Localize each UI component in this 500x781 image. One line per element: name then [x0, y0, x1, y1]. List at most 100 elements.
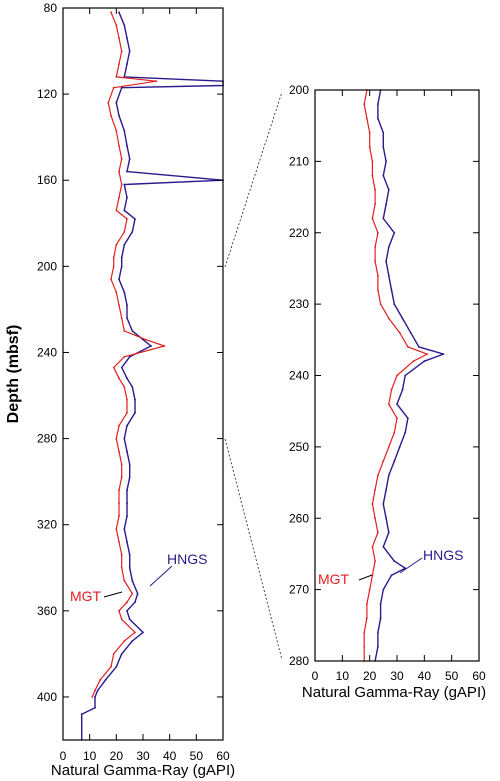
left-series-mgt-point [118, 489, 120, 492]
right-series-mgt-point [374, 517, 376, 520]
right-y-tick-label: 230 [289, 297, 309, 311]
right-series-mgt-point [387, 403, 390, 405]
right-series-mgt-point [371, 545, 374, 548]
left-series-mgt-point [118, 63, 120, 65]
left-y-tick-label: 160 [37, 173, 57, 187]
right-series-hngs-point [385, 488, 387, 491]
left-series-mgt-point [134, 631, 136, 634]
left-series-hngs-point [115, 665, 118, 668]
right-series-mgt-point [393, 431, 396, 434]
right-series-hngs-point [387, 274, 390, 277]
right-hngs-leader [399, 557, 423, 574]
right-series-mgt-point [374, 246, 376, 248]
right-y-tick-label: 210 [289, 154, 309, 168]
right-series-mgt-point [371, 160, 374, 163]
right-series-mgt-point [374, 189, 376, 191]
right-series-mgt-point [398, 331, 401, 334]
left-series-mgt-point [118, 304, 120, 306]
left-x-tick-label: 0 [60, 749, 67, 763]
left-series-hngs-point [120, 653, 123, 655]
right-series-hngs-point [387, 474, 390, 477]
right-series-hngs-point [379, 617, 382, 620]
left-series-hngs-point [120, 366, 123, 369]
right-series-hngs-point [404, 374, 407, 377]
right-y-tick-label: 200 [289, 83, 309, 97]
right-series-hngs-point [390, 289, 393, 291]
left-series-mgt-point [123, 640, 126, 642]
right-series-mgt-point [374, 488, 376, 491]
left-y-tick-label: 240 [37, 345, 57, 359]
left-series-mgt-point [115, 437, 118, 440]
left-series-hngs-point [96, 689, 99, 692]
right-x-tick-label: 30 [390, 669, 404, 683]
right-series-mgt-point [371, 574, 374, 577]
right-series-mgt-point [368, 131, 371, 134]
right-series-hngs-point [393, 231, 396, 234]
right-series-hngs-point [385, 260, 387, 263]
left-plot-frame [62, 7, 224, 741]
right-series-hngs-point [379, 603, 382, 605]
left-series-mgt-point [126, 398, 128, 401]
right-series-mgt-point [374, 260, 376, 263]
left-series-mgt-point [123, 231, 126, 233]
right-series-mgt-point [396, 417, 398, 420]
right-series-hngs-point [377, 631, 379, 634]
left-series-mgt-point [126, 601, 128, 604]
left-series-hngs-point [131, 231, 134, 233]
left-series-hngs-point [126, 424, 128, 427]
left-hngs-leader [149, 565, 173, 587]
right-series-mgt-point [371, 503, 374, 505]
left-hngs-label: HNGS [167, 551, 207, 567]
left-series-hngs-point [134, 411, 136, 414]
right-series-mgt-point [379, 303, 382, 305]
right-series-hngs-point [377, 645, 379, 648]
left-series-mgt-point [99, 678, 102, 681]
left-series-hngs-point [131, 386, 134, 388]
left-series-hngs-point [126, 377, 128, 380]
left-series-mgt-point [115, 291, 118, 294]
left-series-mgt-point [118, 37, 120, 39]
right-x-tick-label: 50 [445, 669, 459, 683]
left-series-mgt-point [123, 355, 126, 358]
left-series-hngs-point [120, 86, 123, 89]
left-series-hngs-point [123, 209, 126, 212]
right-series-hngs-point [387, 246, 390, 248]
right-y-tick-label: 250 [289, 440, 309, 454]
left-series-mgt-point [144, 338, 147, 341]
left-series-hngs-point [134, 398, 136, 401]
right-series-hngs-point [382, 545, 385, 548]
right-series-hngs-point [385, 203, 387, 206]
left-series-hngs-point [118, 278, 120, 281]
right-series-hngs-point [442, 353, 445, 355]
left-series-hngs-point [131, 579, 134, 582]
left-series-mgt-point [118, 609, 120, 612]
left-series-mgt-point [112, 265, 115, 268]
left-x-tick-label: 40 [163, 749, 177, 763]
left-x-tick-label: 60 [216, 749, 230, 763]
right-series-mgt-point [368, 146, 371, 149]
right-series-mgt-point [377, 531, 379, 534]
left-series-hngs-point [134, 218, 136, 220]
right-plot-frame [314, 89, 480, 662]
right-series-mgt-point [371, 217, 374, 220]
left-x-tick-label: 10 [83, 749, 97, 763]
right-series-mgt-point [382, 460, 385, 463]
left-series-mgt-point [120, 183, 123, 186]
left-series-hngs-point [128, 618, 131, 621]
right-series-hngs-point [387, 189, 390, 191]
left-series-hngs-point [150, 345, 152, 347]
right-series-mgt-point [366, 117, 368, 120]
left-y-tick-label: 320 [37, 518, 57, 532]
right-series-hngs-point [382, 174, 385, 177]
left-series-hngs-point [118, 114, 120, 117]
left-x-tick-label: 30 [136, 749, 150, 763]
left-series-hngs-point [126, 489, 128, 492]
right-series-hngs-point [390, 574, 393, 577]
left-tick-layer: 80 120 160 200 240 280 320 360 400 0 10 20 30 40 50 60 [37, 1, 230, 763]
left-series-hngs-point [134, 601, 136, 604]
right-y-tick-label: 280 [289, 654, 309, 668]
left-series-hngs-point [128, 50, 131, 52]
left-mgt-label: MGT [70, 588, 102, 604]
left-series-hngs-point [123, 24, 126, 27]
